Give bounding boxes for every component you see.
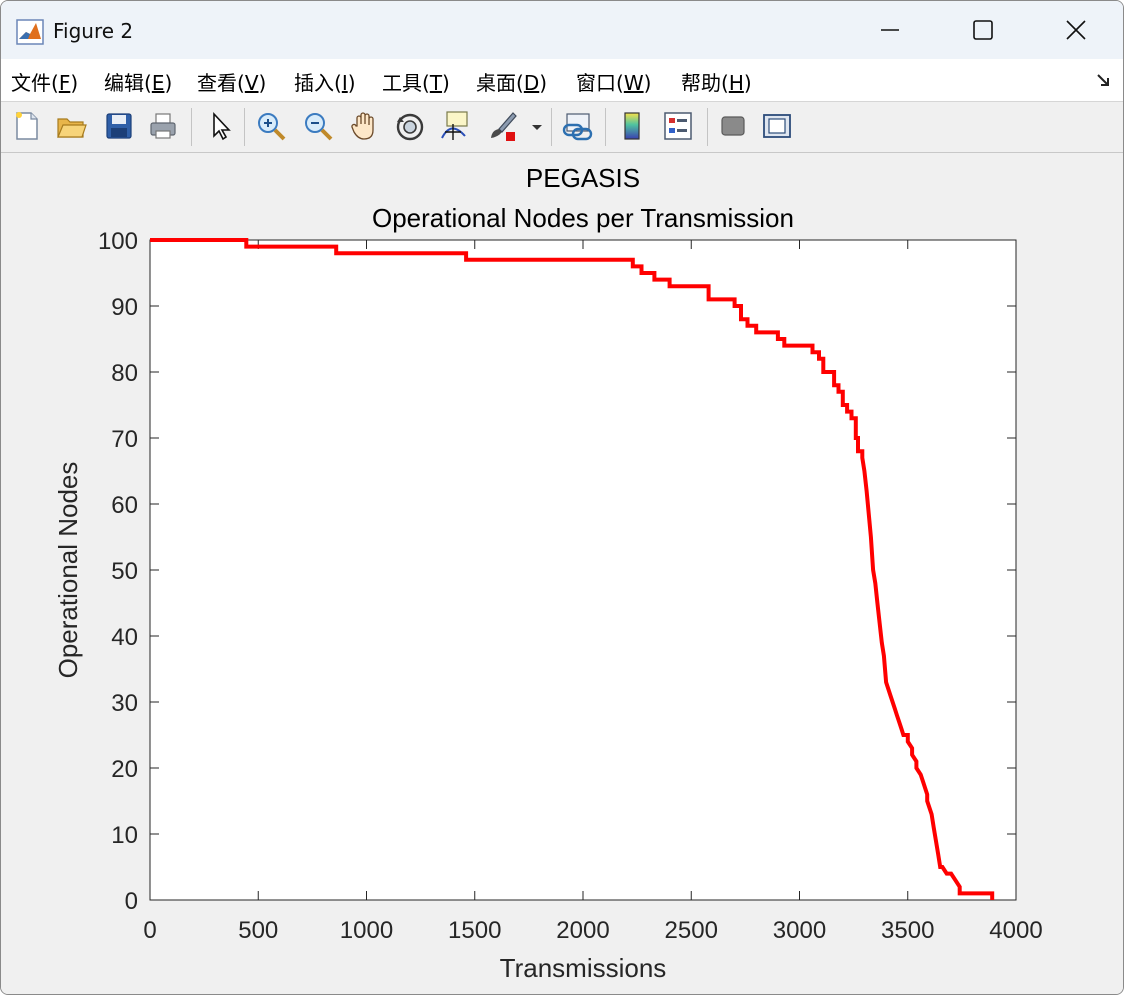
menu-bar: 文件(F) 编辑(E) 查看(V) 插入(I) 工具(T) 桌面(D) 窗口(W… <box>1 59 1123 102</box>
maximize-button[interactable] <box>937 1 1029 59</box>
pan-hand-icon[interactable] <box>348 110 380 142</box>
x-tick-label: 500 <box>238 917 278 944</box>
toolbar-separator <box>707 108 708 146</box>
y-tick-label: 0 <box>125 888 138 915</box>
figure-toolbar <box>1 102 1123 153</box>
x-tick-label: 1500 <box>448 917 501 944</box>
toolbar-separator <box>605 108 606 146</box>
y-axis-label: Operational Nodes <box>53 462 83 679</box>
y-tick-label: 10 <box>111 822 138 849</box>
window-title: Figure 2 <box>53 19 134 43</box>
data-cursor-icon[interactable] <box>439 110 471 142</box>
y-tick-label: 20 <box>111 756 138 783</box>
toolbar-separator <box>191 108 192 146</box>
hide-plot-tools-icon[interactable] <box>717 110 749 142</box>
close-button[interactable] <box>1030 1 1122 59</box>
menu-window[interactable]: 窗口(W) <box>576 71 652 95</box>
print-icon[interactable] <box>147 110 179 142</box>
brush-icon[interactable] <box>487 110 519 142</box>
y-tick-label: 90 <box>111 294 138 321</box>
chart-title: PEGASIS <box>526 163 640 193</box>
menu-edit[interactable]: 编辑(E) <box>104 71 173 95</box>
x-tick-label: 2000 <box>556 917 609 944</box>
toolbar-separator <box>551 108 552 146</box>
y-tick-label: 60 <box>111 492 138 519</box>
menu-desktop[interactable]: 桌面(D) <box>476 71 548 95</box>
link-plot-icon[interactable] <box>561 110 593 142</box>
x-tick-label: 4000 <box>989 917 1042 944</box>
x-tick-label: 3500 <box>881 917 934 944</box>
series-line <box>150 238 995 900</box>
toolbar-separator <box>244 108 245 146</box>
title-bar[interactable]: Figure 2 <box>1 1 1123 59</box>
y-tick-label: 40 <box>111 624 138 651</box>
x-tick-label: 3000 <box>773 917 826 944</box>
x-axis-label: Transmissions <box>500 953 667 983</box>
minimize-button[interactable] <box>844 1 936 59</box>
menu-help[interactable]: 帮助(H) <box>681 71 752 95</box>
show-plot-tools-icon[interactable] <box>761 110 793 142</box>
figure-canvas[interactable]: 0 500 1000 1500 2000 2500 3000 3500 4000 0 10 20 30 4… <box>1 153 1123 994</box>
menu-view[interactable]: 查看(V) <box>197 71 267 95</box>
open-folder-icon[interactable] <box>55 110 87 142</box>
new-file-icon[interactable] <box>11 110 43 142</box>
menu-tools[interactable]: 工具(T) <box>382 71 450 95</box>
y-tick-label: 100 <box>98 228 138 255</box>
minimize-icon <box>881 29 899 31</box>
close-icon <box>1066 20 1086 40</box>
legend-icon[interactable] <box>662 110 694 142</box>
pointer-icon[interactable] <box>204 110 236 142</box>
save-icon[interactable] <box>103 110 135 142</box>
menu-file[interactable]: 文件(F) <box>11 71 79 95</box>
matlab-logo-icon <box>16 19 44 45</box>
chart-subtitle: Operational Nodes per Transmission <box>372 203 794 233</box>
x-tick-label: 0 <box>143 917 156 944</box>
zoom-in-icon[interactable] <box>255 110 287 142</box>
zoom-out-icon[interactable] <box>302 110 334 142</box>
y-tick-label: 70 <box>111 426 138 453</box>
rotate-3d-icon[interactable] <box>394 110 426 142</box>
dock-figure-icon[interactable] <box>1095 71 1113 89</box>
y-tick-label: 30 <box>111 690 138 717</box>
brush-dropdown-chevron-icon[interactable] <box>529 110 545 142</box>
maximize-icon <box>973 20 993 40</box>
plot-area[interactable] <box>149 239 1017 901</box>
menu-insert[interactable]: 插入(I) <box>294 71 356 95</box>
x-tick-label: 1000 <box>340 917 393 944</box>
colorbar-icon[interactable] <box>616 110 648 142</box>
line-chart[interactable]: 0 500 1000 1500 2000 2500 3000 3500 4000 0 10 20 30 4… <box>1 153 1123 994</box>
y-tick-label: 50 <box>111 558 138 585</box>
x-tick-label: 2500 <box>665 917 718 944</box>
y-tick-label: 80 <box>111 360 138 387</box>
